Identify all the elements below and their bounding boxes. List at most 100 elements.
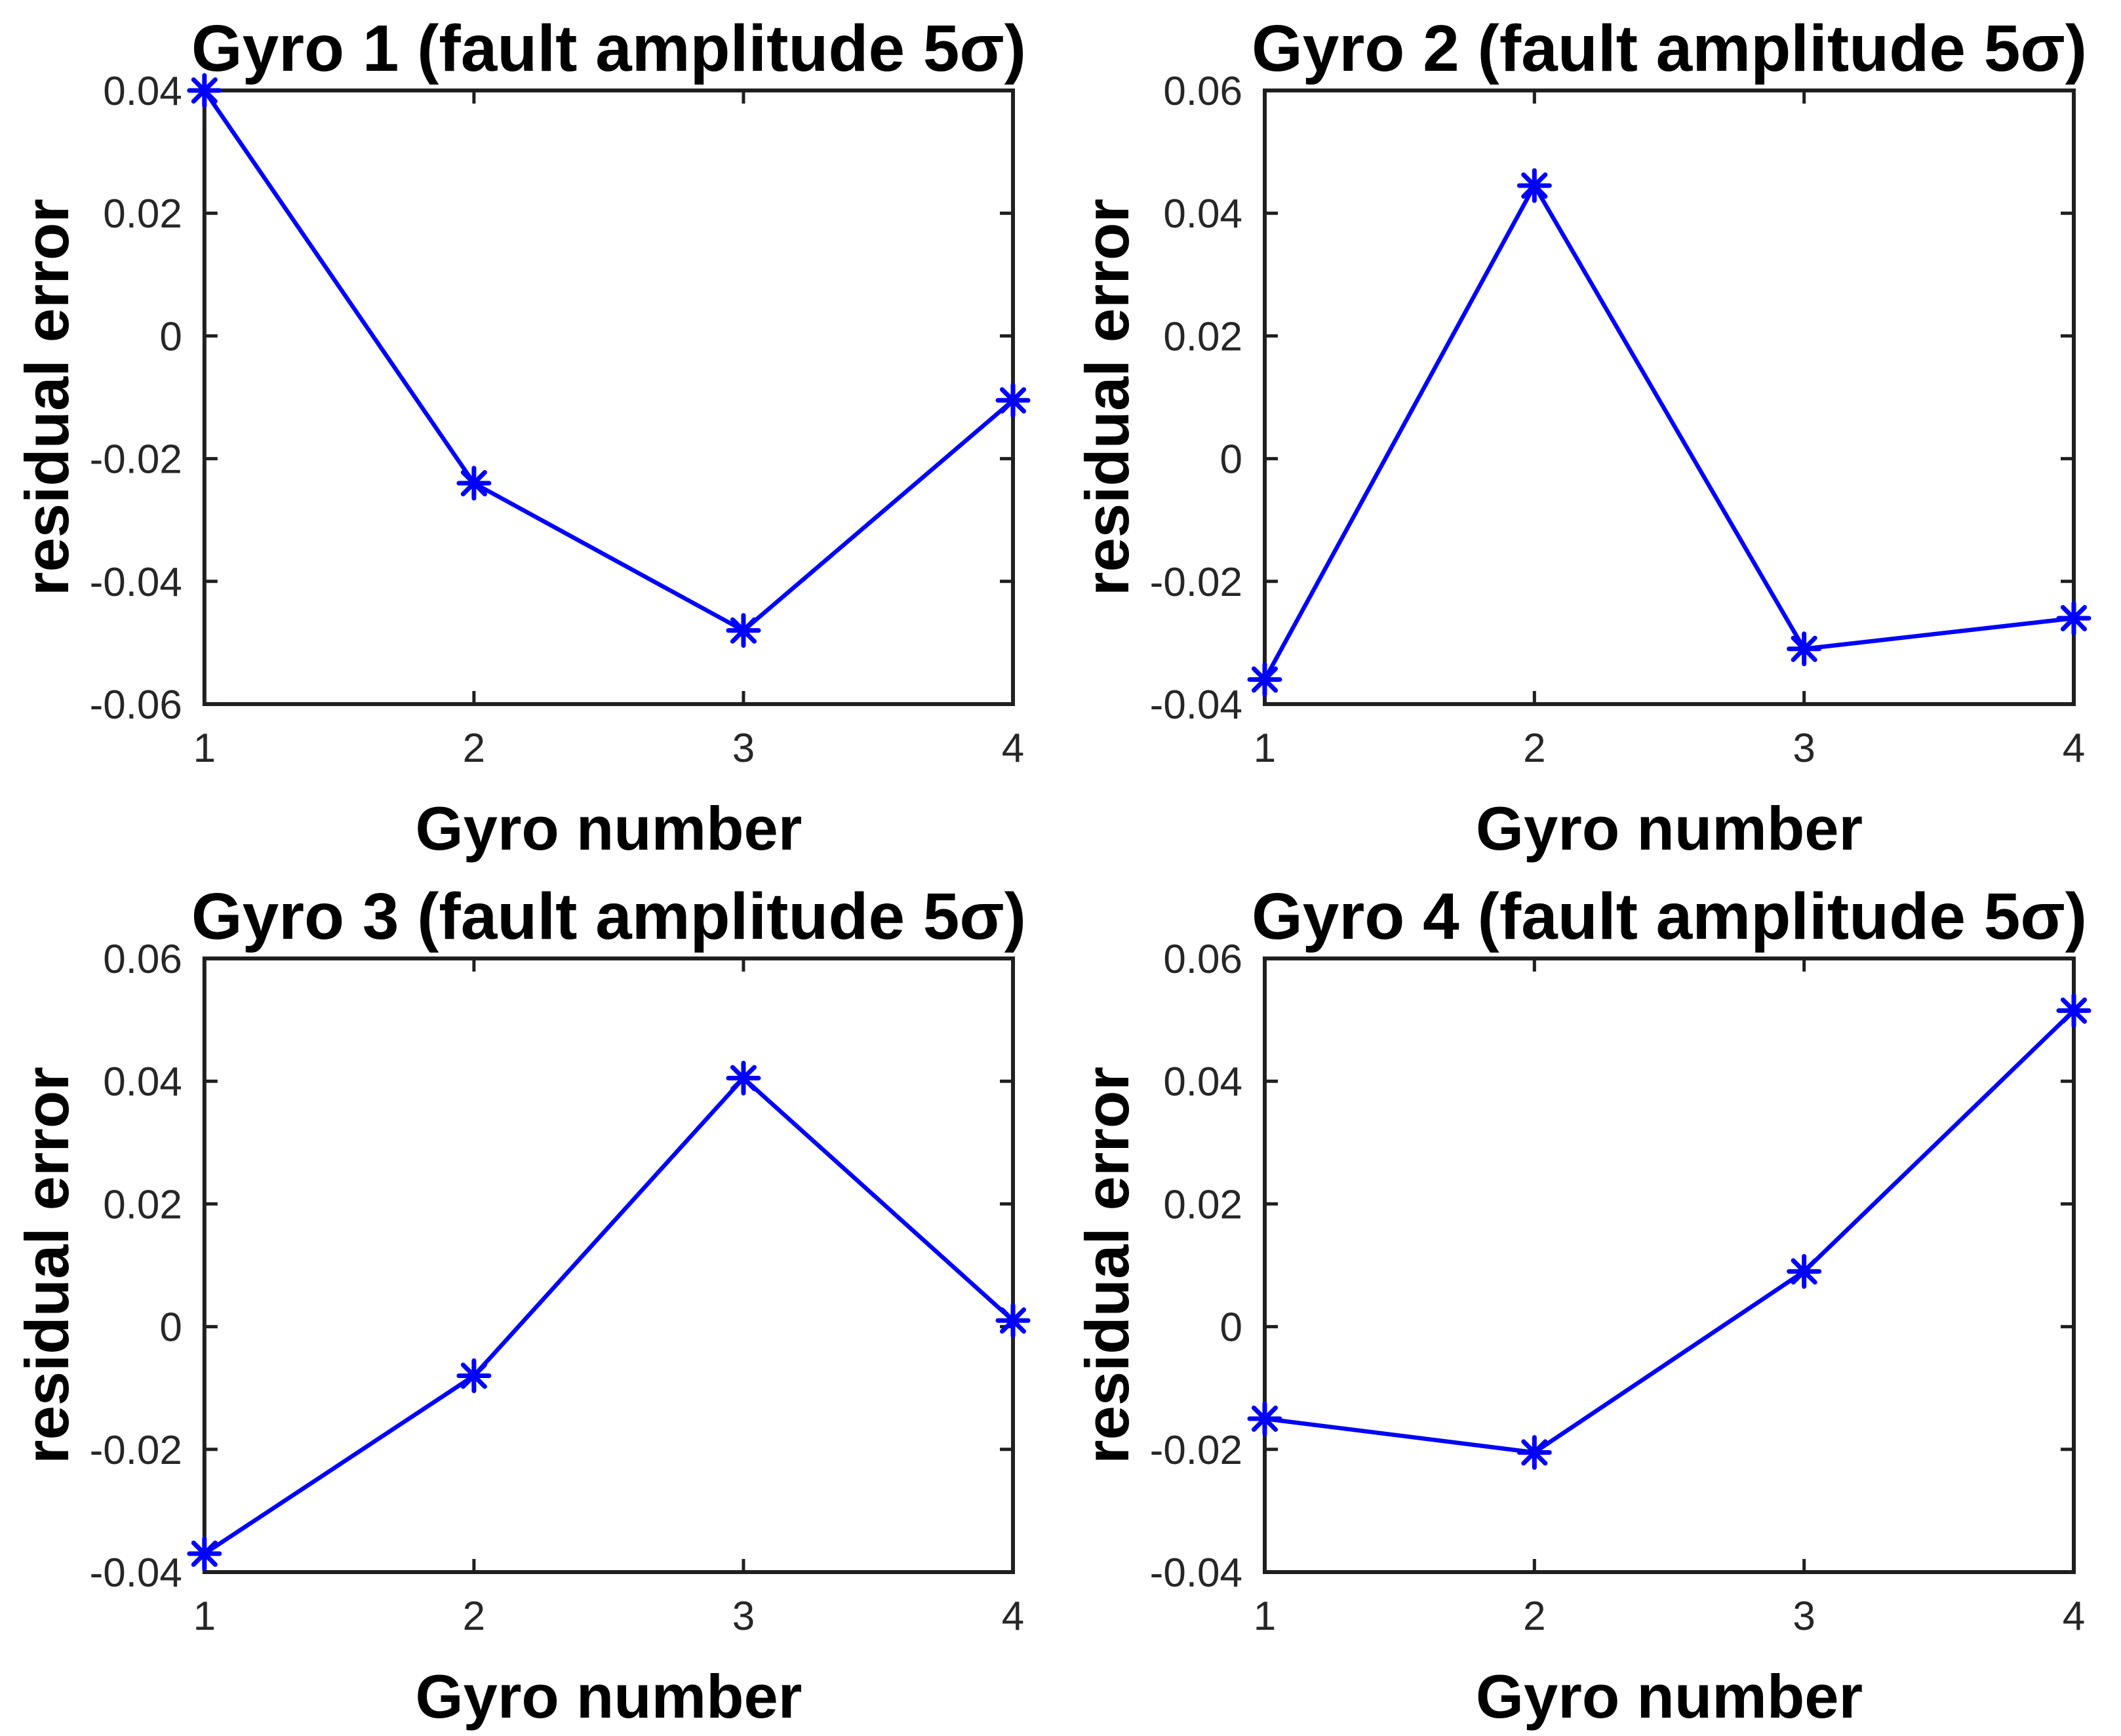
marker-spoke [1791, 1258, 1817, 1285]
x-tick-label: 3 [732, 726, 755, 771]
chart-title: Gyro 1 (fault amplitude 5σ) [191, 12, 1026, 85]
data-line [203, 1076, 1015, 1556]
subplot-canvas-3: 1 2 3 4 0.06 0.04 0.02 0 -0.02 -0.04 Gyro 3 (fault… [12, 880, 1031, 1731]
subplot-canvas-4: 1 2 3 4 0.06 0.04 0.02 0 -0.02 -0.04 Gyro 4 (fault… [1073, 880, 2091, 1731]
chart-title: Gyro 4 (fault amplitude 5σ) [1252, 880, 2087, 953]
data-point-marker [187, 73, 222, 108]
marker-spoke [999, 387, 1027, 414]
y-tick-label: -0.02 [90, 437, 182, 483]
y-tick-label: 0.02 [1163, 1182, 1242, 1227]
data-point-marker [1247, 662, 1282, 698]
y-tick-label: 0.06 [103, 937, 182, 982]
data-point-marker [2056, 601, 2091, 636]
data-point-marker [1247, 1401, 1282, 1436]
y-tick-label: 0.06 [1163, 937, 1242, 982]
y-tick-label: 0 [159, 1305, 182, 1351]
y-tick-label: 0.04 [1163, 191, 1242, 237]
data-point-marker [1516, 168, 1552, 203]
y-tick-label: -0.04 [1150, 1550, 1242, 1596]
plot-box [202, 89, 1016, 706]
x-tick-label: 2 [1523, 1594, 1545, 1639]
y-tick-label: -0.04 [90, 560, 182, 605]
x-tick-label: 1 [1254, 726, 1276, 771]
x-axis-label: Gyro number [416, 1662, 803, 1731]
data-point-marker [2056, 993, 2091, 1029]
data-point-marker [995, 383, 1031, 418]
y-tick-label: 0.02 [103, 1182, 182, 1227]
chart-title: Gyro 2 (fault amplitude 5σ) [1252, 12, 2087, 85]
plot-box [1263, 957, 2076, 1574]
y-tick-label: 0.04 [103, 1059, 182, 1105]
data-point-marker [456, 1358, 492, 1393]
y-tick-label: -0.02 [1150, 560, 1242, 605]
subplot-canvas-2: 1 2 3 4 0.06 0.04 0.02 0 -0.02 -0.04 Gyro 2 (fault… [1073, 12, 2091, 863]
plot-box [1263, 89, 2076, 706]
x-tick-label: 1 [1254, 1594, 1276, 1639]
subplot-canvas-1: 1 2 3 4 0.04 0.02 0 -0.02 -0.04 -0.06 Gyro 1 (faul… [12, 12, 1031, 863]
x-tick-label: 4 [2063, 726, 2085, 771]
marker-spoke [1521, 1439, 1548, 1466]
marker-spoke [2060, 997, 2088, 1024]
y-tick-label: 0.04 [103, 69, 182, 114]
data-point-marker [726, 613, 761, 648]
data-point-marker [187, 1536, 222, 1571]
y-axis-label: residual error [1073, 199, 1141, 596]
subplot-gyro-1: 1 2 3 4 0.04 0.02 0 -0.02 -0.04 -0.06 Gyro 1 (faul… [0, 0, 1060, 868]
data-point-marker [995, 1303, 1031, 1338]
x-tick-label: 2 [463, 1594, 485, 1639]
x-tick-label: 4 [2063, 1594, 2085, 1639]
x-tick-label: 3 [1793, 726, 1815, 771]
data-line [1263, 183, 2074, 681]
x-axis-label: Gyro number [416, 794, 803, 863]
data-point-marker [1516, 1434, 1552, 1470]
y-tick-label: 0 [159, 314, 182, 359]
marker-spoke [191, 77, 218, 104]
y-tick-label: 0.04 [1163, 1059, 1242, 1105]
subplot-gyro-3: 1 2 3 4 0.06 0.04 0.02 0 -0.02 -0.04 Gyro 3 (fault… [0, 868, 1060, 1736]
marker-spoke [191, 1540, 218, 1567]
y-tick-label: 0.06 [1163, 69, 1242, 114]
y-tick-label: -0.04 [1150, 682, 1242, 728]
marker-spoke [460, 1362, 487, 1389]
marker-spoke [730, 617, 757, 644]
marker-spoke [730, 1065, 757, 1092]
y-axis-label: residual error [12, 199, 81, 596]
y-axis-label: residual error [12, 1067, 81, 1464]
y-tick-label: -0.02 [90, 1428, 182, 1473]
y-tick-label: -0.02 [1150, 1428, 1242, 1473]
x-tick-label: 1 [193, 1594, 216, 1639]
data-point-marker [456, 465, 492, 501]
x-tick-label: 4 [1002, 726, 1024, 771]
x-tick-label: 3 [1793, 1594, 1815, 1639]
marker-spoke [1521, 172, 1548, 199]
marker-spoke [1251, 666, 1279, 693]
marker-spoke [1791, 635, 1817, 662]
y-tick-label: 0.02 [103, 191, 182, 237]
y-tick-label: 0 [1220, 437, 1242, 483]
marker-spoke [1251, 1405, 1279, 1432]
data-point-marker [1787, 631, 1822, 667]
y-axis-label: residual error [1073, 1067, 1141, 1464]
data-point-marker [1787, 1253, 1822, 1289]
y-tick-label: -0.04 [90, 1550, 182, 1596]
x-tick-label: 4 [1002, 1594, 1024, 1639]
subplot-gyro-2: 1 2 3 4 0.06 0.04 0.02 0 -0.02 -0.04 Gyro 2 (fault… [1060, 0, 2121, 868]
x-axis-label: Gyro number [1476, 1662, 1863, 1731]
x-tick-label: 2 [463, 726, 485, 771]
x-tick-label: 1 [193, 726, 216, 771]
subplot-gyro-4: 1 2 3 4 0.06 0.04 0.02 0 -0.02 -0.04 Gyro 4 (fault… [1060, 868, 2121, 1736]
marker-spoke [2060, 604, 2088, 632]
x-tick-label: 3 [732, 1594, 755, 1639]
chart-title: Gyro 3 (fault amplitude 5σ) [191, 880, 1026, 953]
data-line [203, 89, 1015, 633]
y-tick-label: 0.02 [1163, 314, 1242, 359]
data-line [1264, 1009, 2076, 1455]
marker-spoke [999, 1307, 1027, 1334]
plot-box [202, 957, 1016, 1574]
marker-spoke [460, 469, 487, 497]
data-point-marker [726, 1061, 761, 1096]
x-axis-label: Gyro number [1476, 794, 1863, 863]
y-tick-label: -0.06 [90, 682, 182, 728]
y-tick-label: 0 [1220, 1305, 1242, 1351]
